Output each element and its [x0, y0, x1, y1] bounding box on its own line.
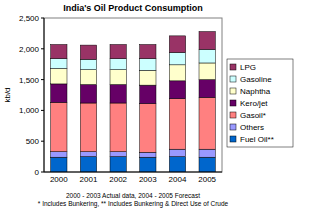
legend-label: Gasoline: [240, 75, 272, 84]
bar-segment: [80, 157, 96, 172]
bar-segment: [140, 70, 156, 85]
bar-segment: [51, 44, 67, 58]
bar-segment: [110, 152, 126, 157]
x-tick-label: 2005: [198, 175, 216, 184]
legend-label: Fuel Oil**: [240, 135, 274, 144]
bar-segment: [51, 84, 67, 102]
bar-segment: [140, 85, 156, 103]
bar-segment: [51, 157, 67, 172]
legend-swatch: [230, 100, 236, 106]
bar-segment: [80, 152, 96, 157]
bar-segment: [110, 70, 126, 85]
y-tick-label: 2,000: [19, 45, 40, 54]
legend-label: Naphtha: [240, 87, 271, 96]
legend-swatch: [230, 88, 236, 94]
y-axis-label: kb/d: [3, 87, 12, 102]
x-tick-label: 2001: [80, 175, 98, 184]
footnote: 2000 - 2003 Actual data, 2004 - 2005 For…: [66, 192, 200, 199]
bar-segment: [51, 152, 67, 158]
bar-segment: [80, 70, 96, 85]
bar-segment: [199, 49, 215, 63]
bar-segment: [80, 45, 96, 59]
bar-segment: [140, 157, 156, 172]
plot-frame: [44, 18, 222, 172]
bar-segment: [169, 52, 185, 64]
bar-segment: [169, 36, 185, 53]
legend-label: Others: [240, 123, 264, 132]
bar-segment: [169, 99, 185, 150]
y-tick-label: 500: [26, 137, 40, 146]
chart: India's Oil Product Consumption kb/d 0 500 1…: [0, 0, 325, 217]
title: India's Oil Product Consumption: [63, 3, 203, 13]
bar-segment: [140, 59, 156, 71]
legend: [227, 59, 293, 147]
bar-segment: [140, 104, 156, 153]
legend-swatch: [230, 136, 236, 142]
bar-segment: [169, 149, 185, 156]
legend-swatch: [230, 64, 236, 70]
y-tick-label: 2,500: [19, 14, 40, 23]
bar-segment: [199, 63, 215, 80]
x-tick-label: 2003: [139, 175, 157, 184]
legend-swatch: [230, 112, 236, 118]
x-tick-label: 2004: [169, 175, 187, 184]
bar-segment: [51, 102, 67, 151]
bars: [51, 32, 216, 172]
legend-label: LPG: [240, 63, 256, 72]
y-tick-label: 1,500: [19, 76, 40, 85]
x-tick-label: 2002: [109, 175, 127, 184]
y-tick-label: 1,000: [19, 106, 40, 115]
bar-segment: [51, 59, 67, 69]
bar-segment: [51, 69, 67, 84]
x-tick-label: 2000: [50, 175, 68, 184]
bar-segment: [169, 81, 185, 99]
legend-swatch: [230, 76, 236, 82]
bar-segment: [199, 80, 215, 98]
bar-segment: [110, 103, 126, 152]
bar-segment: [110, 44, 126, 58]
bar-segment: [110, 59, 126, 70]
footnote: * Includes Bunkering, ** Includes Bunker…: [38, 200, 229, 208]
bar-segment: [80, 59, 96, 69]
bar-segment: [199, 32, 215, 50]
y-axis: [44, 18, 45, 172]
x-axis: [44, 172, 222, 173]
y-tick-label: 0: [35, 168, 40, 177]
bar-segment: [110, 157, 126, 172]
bar-segment: [140, 152, 156, 157]
bar-segment: [199, 157, 215, 172]
bar-segment: [169, 157, 185, 172]
bar-segment: [140, 44, 156, 58]
legend-label: Gasoil*: [240, 111, 266, 120]
bar-segment: [110, 85, 126, 103]
legend-label: Kero/jet: [240, 99, 268, 108]
bar-segment: [199, 97, 215, 149]
bar-segment: [80, 85, 96, 103]
bar-segment: [80, 103, 96, 152]
bar-segment: [169, 65, 185, 81]
bar-segment: [199, 149, 215, 157]
legend-swatch: [230, 124, 236, 130]
